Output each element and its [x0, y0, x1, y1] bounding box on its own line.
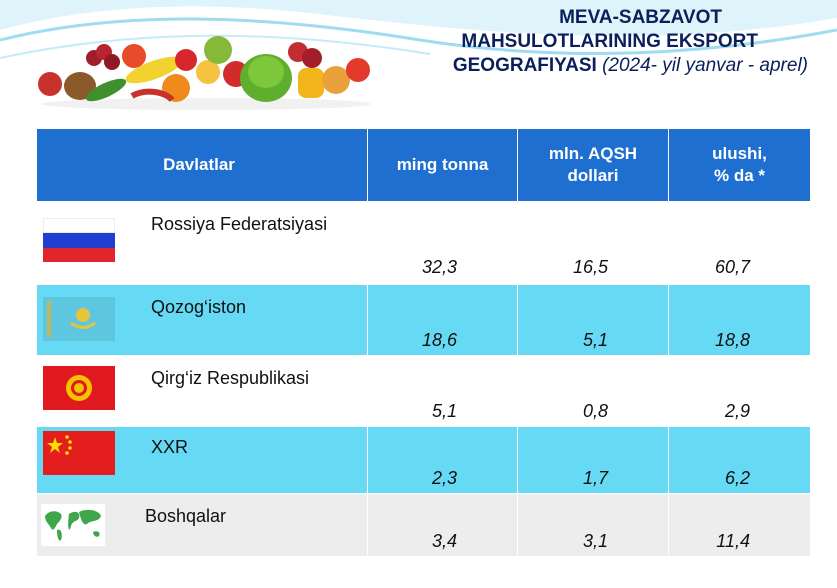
header-value: mln. AQSH dollari: [517, 128, 669, 202]
country-name: Qirg‘iz Respublikasi: [151, 368, 310, 388]
share-value: 60,7: [714, 257, 750, 277]
russia-flag-icon: [43, 218, 115, 262]
table-row: Boshqalar 3,4 3,1 11,4: [36, 493, 811, 557]
china-flag-icon: [43, 431, 115, 475]
table-row: Qozog‘iston 18,6 5,1 18,8: [36, 284, 811, 356]
table-row: Qirg‘iz Respublikasi 5,1 0,8 2,9: [36, 355, 811, 427]
usd-value: 0,8: [582, 401, 608, 421]
title-period: (2024- yil yanvar - aprel): [602, 55, 808, 76]
country-name: XXR: [151, 437, 189, 457]
table-row: Rossiya Federatsiyasi 32,3 16,5 60,7: [36, 201, 811, 285]
export-table: Davlatlar ming tonna mln. AQSH dollari ul…: [36, 128, 811, 557]
tonnage-value: 3,4: [431, 531, 457, 551]
table-row: XXR 2,3 1,7 6,2: [36, 426, 811, 494]
usd-value: 1,7: [582, 468, 608, 488]
share-value: 18,8: [714, 330, 750, 350]
usd-value: 5,1: [582, 330, 608, 350]
title-line-2: MAHSULOTLARINING EKSPORT: [461, 31, 758, 52]
country-name: Rossiya Federatsiyasi: [151, 214, 328, 234]
share-value: 6,2: [724, 468, 750, 488]
country-name: Boshqalar: [145, 506, 227, 526]
usd-value: 16,5: [572, 257, 608, 277]
slide-title: MEVA-SABZAVOT MAHSULOTLARINING EKSPORT G…: [392, 6, 822, 78]
title-line-1: MEVA-SABZAVOT: [559, 7, 722, 28]
tonnage-value: 18,6: [421, 330, 457, 350]
kazakhstan-flag-icon: [43, 297, 115, 341]
header-tonnage: ming tonna: [367, 128, 518, 202]
background-swoosh: [0, 0, 837, 59]
tonnage-value: 2,3: [431, 468, 457, 488]
share-value: 2,9: [724, 401, 750, 421]
header-country: Davlatlar: [36, 128, 368, 202]
fruits-vegetables-image: [38, 36, 371, 110]
world-map-icon: [41, 504, 105, 546]
usd-value: 3,1: [582, 531, 608, 551]
kyrgyzstan-flag-icon: [43, 366, 115, 410]
country-name: Qozog‘iston: [151, 297, 247, 317]
tonnage-value: 5,1: [431, 401, 457, 421]
tonnage-value: 32,3: [421, 257, 457, 277]
header-share: ulushi,% da *: [668, 128, 811, 202]
share-value: 11,4: [716, 531, 750, 551]
title-line-3: GEOGRAFIYASI: [452, 55, 597, 76]
